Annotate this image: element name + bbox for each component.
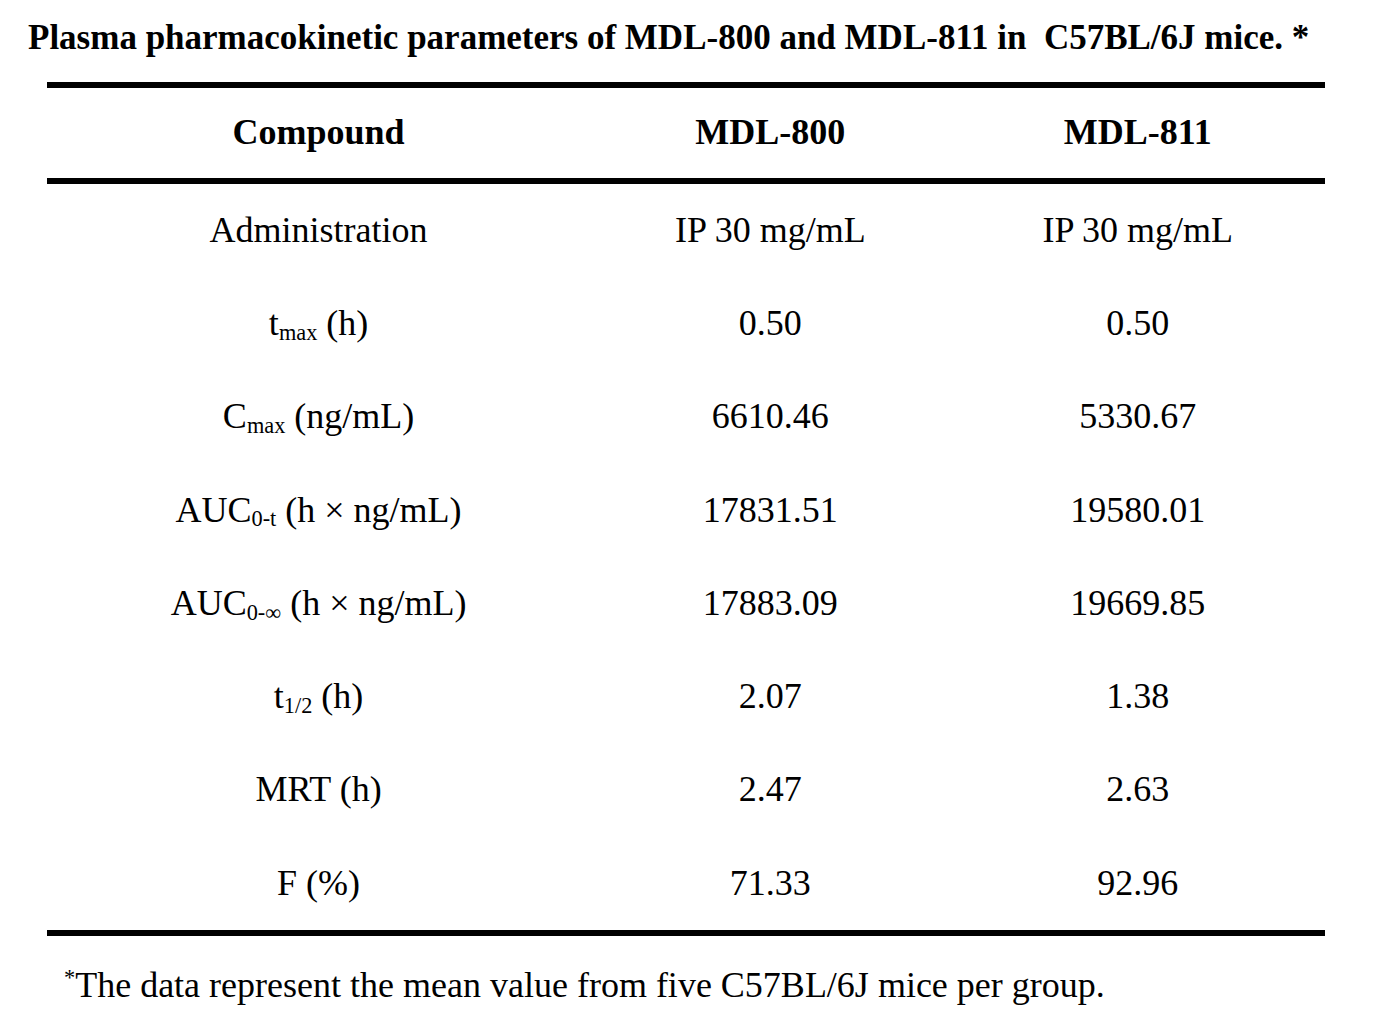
table-row-t-half: t1/2 (h) 2.07 1.38 <box>47 650 1325 743</box>
param-subscript: max <box>279 320 317 345</box>
value-mdl-811: 5330.67 <box>951 397 1325 437</box>
header-mdl-800: MDL-800 <box>590 113 950 153</box>
param-prefix: MRT (h) <box>255 769 381 809</box>
param-subscript: 1/2 <box>284 693 313 718</box>
table-row-tmax: tmax (h) 0.50 0.50 <box>47 277 1325 370</box>
param-suffix: (h) <box>317 303 368 343</box>
param-label: MRT (h) <box>47 770 590 810</box>
value-mdl-811: 19580.01 <box>951 491 1325 531</box>
param-label: tmax (h) <box>47 304 590 344</box>
param-suffix: (h × ng/mL) <box>281 583 466 623</box>
param-prefix: AUC <box>171 583 247 623</box>
table-row-auc-0-inf: AUC0-∞ (h × ng/mL) 17883.09 19669.85 <box>47 557 1325 650</box>
paper-page: Plasma pharmacokinetic parameters of MDL… <box>0 0 1374 1017</box>
value-mdl-800: 0.50 <box>590 304 950 344</box>
param-prefix: C <box>223 396 247 436</box>
value-mdl-800: 71.33 <box>590 864 950 904</box>
table-row-auc-0-t: AUC0-t (h × ng/mL) 17831.51 19580.01 <box>47 464 1325 557</box>
value-mdl-800: 2.47 <box>590 770 950 810</box>
header-compound: Compound <box>47 113 590 153</box>
table-title: Plasma pharmacokinetic parameters of MDL… <box>28 14 1374 62</box>
value-mdl-811: 2.63 <box>951 770 1325 810</box>
param-prefix: AUC <box>176 490 252 530</box>
param-subscript: max <box>247 413 285 438</box>
table-row-f-percent: F (%) 71.33 92.96 <box>47 837 1325 930</box>
param-suffix: (ng/mL) <box>285 396 414 436</box>
param-subscript: 0-∞ <box>247 600 282 625</box>
value-mdl-800: 17883.09 <box>590 584 950 624</box>
value-mdl-811: 0.50 <box>951 304 1325 344</box>
value-mdl-811: 19669.85 <box>951 584 1325 624</box>
footnote-asterisk-marker: * <box>64 965 75 990</box>
param-subscript: 0-t <box>252 506 277 531</box>
table-row-mrt: MRT (h) 2.47 2.63 <box>47 744 1325 837</box>
value-mdl-800: 6610.46 <box>590 397 950 437</box>
param-prefix: t <box>269 303 279 343</box>
header-mdl-811: MDL-811 <box>951 113 1325 153</box>
param-label: Administration <box>47 211 590 251</box>
value-mdl-811: IP 30 mg/mL <box>951 211 1325 251</box>
param-label: AUC0-∞ (h × ng/mL) <box>47 584 590 624</box>
value-mdl-800: IP 30 mg/mL <box>590 211 950 251</box>
table-header-row: Compound MDL-800 MDL-811 <box>47 88 1325 178</box>
value-mdl-800: 2.07 <box>590 677 950 717</box>
value-mdl-811: 92.96 <box>951 864 1325 904</box>
param-suffix: (h × ng/mL) <box>276 490 461 530</box>
value-mdl-811: 1.38 <box>951 677 1325 717</box>
param-label: F (%) <box>47 864 590 904</box>
param-prefix: Administration <box>210 210 428 250</box>
param-label: AUC0-t (h × ng/mL) <box>47 491 590 531</box>
pk-parameters-table: Compound MDL-800 MDL-811 Administration … <box>47 82 1325 936</box>
param-prefix: t <box>274 676 284 716</box>
param-label: Cmax (ng/mL) <box>47 397 590 437</box>
param-label: t1/2 (h) <box>47 677 590 717</box>
footnote-text: The data represent the mean value from f… <box>75 965 1105 1005</box>
value-mdl-800: 17831.51 <box>590 491 950 531</box>
footnote: *The data represent the mean value from … <box>64 964 1374 1007</box>
table-bottom-rule <box>47 930 1325 936</box>
param-suffix: (h) <box>312 676 363 716</box>
param-prefix: F (%) <box>277 863 360 903</box>
table-row-administration: Administration IP 30 mg/mL IP 30 mg/mL <box>47 184 1325 277</box>
table-row-cmax: Cmax (ng/mL) 6610.46 5330.67 <box>47 371 1325 464</box>
